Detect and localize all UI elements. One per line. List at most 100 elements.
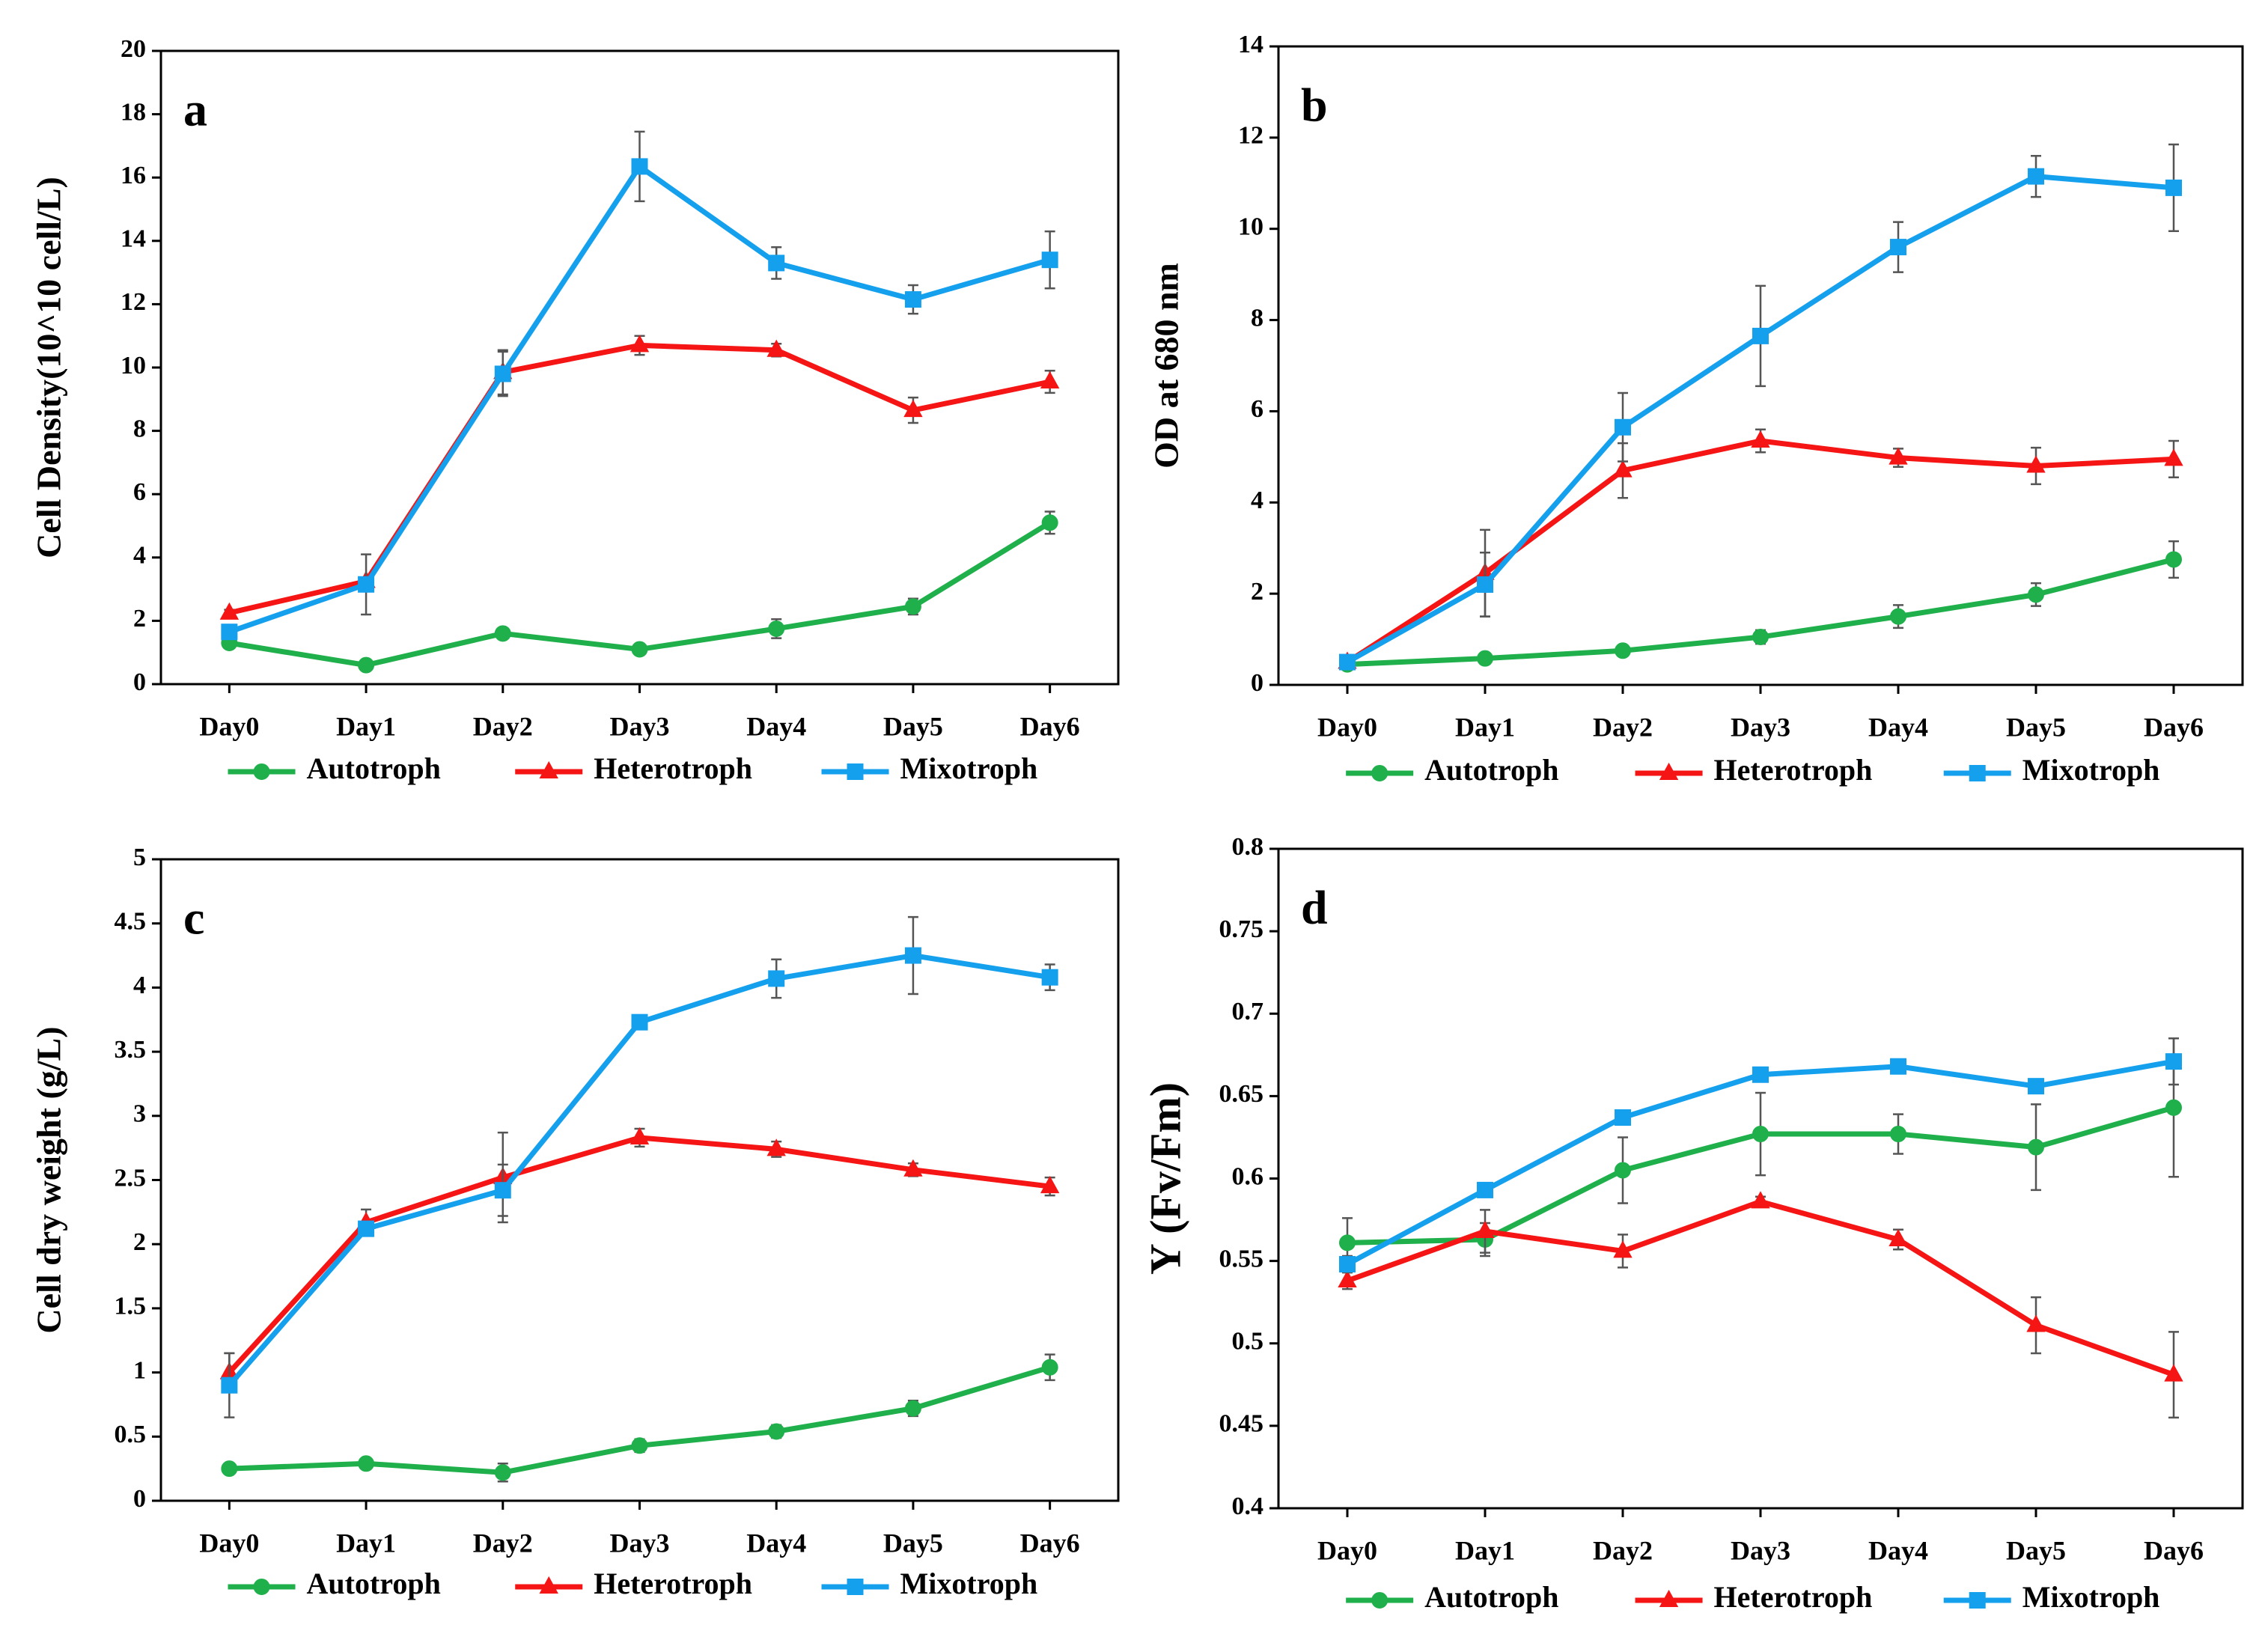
marker: [2028, 1078, 2044, 1095]
y-tick-label: 6: [1251, 395, 1263, 423]
marker: [768, 1423, 785, 1440]
marker: [358, 656, 375, 674]
marker: [2165, 551, 2182, 568]
x-tick-label: Day3: [1731, 712, 1790, 742]
marker: [494, 1182, 511, 1199]
marker: [1615, 642, 1631, 659]
marker: [2164, 1364, 2183, 1382]
legend-label: Mixotroph: [2022, 753, 2160, 787]
y-tick-label: 10: [1238, 213, 1263, 241]
x-tick-label: Day0: [199, 1528, 259, 1558]
panel: 0.4 0.45 0.5 0.55 0.6 0.65 0.7 0.75 0.8 Day0 Day1 D…: [1141, 833, 2244, 1614]
marker: [2026, 455, 2046, 473]
y-tick-label: 1: [133, 1356, 146, 1384]
marker: [2165, 1053, 2182, 1070]
series-line: [1346, 1198, 2175, 1377]
marker: [221, 624, 238, 641]
y-axis-title: Y (Fv/Fm): [1141, 1082, 1189, 1275]
marker: [1477, 650, 1493, 667]
x-tick-label: Day1: [336, 711, 396, 741]
x-tick-label: Day3: [1731, 1535, 1790, 1565]
y-tick-label: 2: [133, 605, 146, 632]
panel-label: d: [1301, 881, 1328, 934]
x-tick-label: Day1: [1455, 712, 1515, 742]
y-tick-label: 0: [133, 1485, 146, 1513]
panel: 0 0.5 1 1.5 2 2.5 3 3.5 4 4.5 5 Day0 Day1 Day2 Day3 Day…: [30, 844, 1120, 1600]
marker: [1615, 1109, 1631, 1127]
y-tick-label: 14: [1238, 31, 1263, 58]
legend-label: Heterotroph: [594, 751, 752, 785]
marker: [1615, 418, 1631, 436]
marker: [768, 620, 785, 637]
y-tick-label: 12: [1238, 122, 1263, 150]
plot-frame: [1277, 847, 2244, 1510]
y-tick-label: 0.45: [1219, 1410, 1264, 1438]
y-tick-label: 0.7: [1232, 998, 1264, 1025]
marker: [768, 970, 785, 987]
series-line: [1347, 557, 2174, 668]
y-axis-title: OD at 680 nm: [1147, 263, 1186, 469]
legend-label: Mixotroph: [900, 751, 1038, 785]
legend-marker: [1371, 765, 1388, 781]
y-tick-label: 0.5: [115, 1421, 147, 1448]
marker: [904, 947, 921, 964]
marker: [1477, 1181, 1493, 1198]
y-tick-label: 4: [1251, 487, 1263, 514]
marker: [1889, 447, 1908, 465]
legend-label: Mixotroph: [2022, 1580, 2160, 1614]
marker: [494, 625, 511, 642]
marker: [1889, 1228, 1908, 1246]
marker: [221, 1460, 238, 1478]
x-tick-label: Day6: [2144, 712, 2204, 742]
marker: [358, 1220, 375, 1237]
marker: [631, 1013, 648, 1031]
legend-marker: [253, 763, 270, 780]
legend-marker: [539, 760, 558, 778]
y-tick-label: 16: [121, 162, 146, 189]
marker: [1751, 1191, 1770, 1209]
marker: [1613, 460, 1633, 478]
y-tick-label: 8: [1251, 304, 1263, 332]
series-line: [228, 163, 1051, 635]
x-tick-label: Day0: [1317, 1535, 1377, 1565]
marker: [1752, 1126, 1769, 1143]
marker: [1475, 1220, 1495, 1238]
legend-marker: [1659, 762, 1679, 780]
marker: [1615, 1162, 1631, 1179]
x-tick-label: Day4: [1868, 1535, 1928, 1565]
x-tick-label: Day5: [2006, 712, 2066, 742]
y-tick-label: 4: [133, 542, 146, 570]
legend-marker: [253, 1579, 270, 1595]
marker: [1890, 1058, 1906, 1075]
y-tick-label: 20: [121, 35, 146, 63]
x-tick-label: Day0: [1317, 712, 1377, 742]
panel: 0 2 4 6 8 10 12 14 Day0 Day1 Day2 Day3 Day4 Day5 Day6 O…: [1147, 31, 2244, 787]
x-tick-label: Day6: [1020, 1528, 1080, 1558]
legend-label: Autotroph: [1424, 1580, 1558, 1614]
x-tick-label: Day6: [1020, 711, 1080, 741]
marker: [1752, 327, 1769, 344]
legend-label: Mixotroph: [900, 1567, 1038, 1600]
legend-label: Heterotroph: [1714, 753, 1873, 787]
marker: [904, 1400, 921, 1417]
marker: [1040, 371, 1060, 389]
marker: [358, 1455, 375, 1472]
marker: [2028, 1138, 2044, 1156]
y-axis-title: Cell dry weight (g/L): [30, 1026, 68, 1333]
panel-label: b: [1301, 79, 1328, 132]
x-tick-label: Day2: [1593, 1535, 1653, 1565]
marker: [1890, 608, 1906, 625]
marker: [2026, 1314, 2046, 1332]
series-line: [229, 1365, 1051, 1475]
marker: [2028, 586, 2044, 603]
y-tick-label: 18: [121, 98, 146, 126]
y-tick-label: 14: [121, 225, 146, 253]
marker: [1041, 1359, 1058, 1376]
marker: [1613, 1240, 1633, 1258]
x-tick-label: Day2: [1593, 712, 1653, 742]
marker: [631, 1437, 648, 1454]
x-tick-label: Day3: [610, 1528, 670, 1558]
marker: [2165, 1099, 2182, 1116]
marker: [766, 339, 786, 357]
